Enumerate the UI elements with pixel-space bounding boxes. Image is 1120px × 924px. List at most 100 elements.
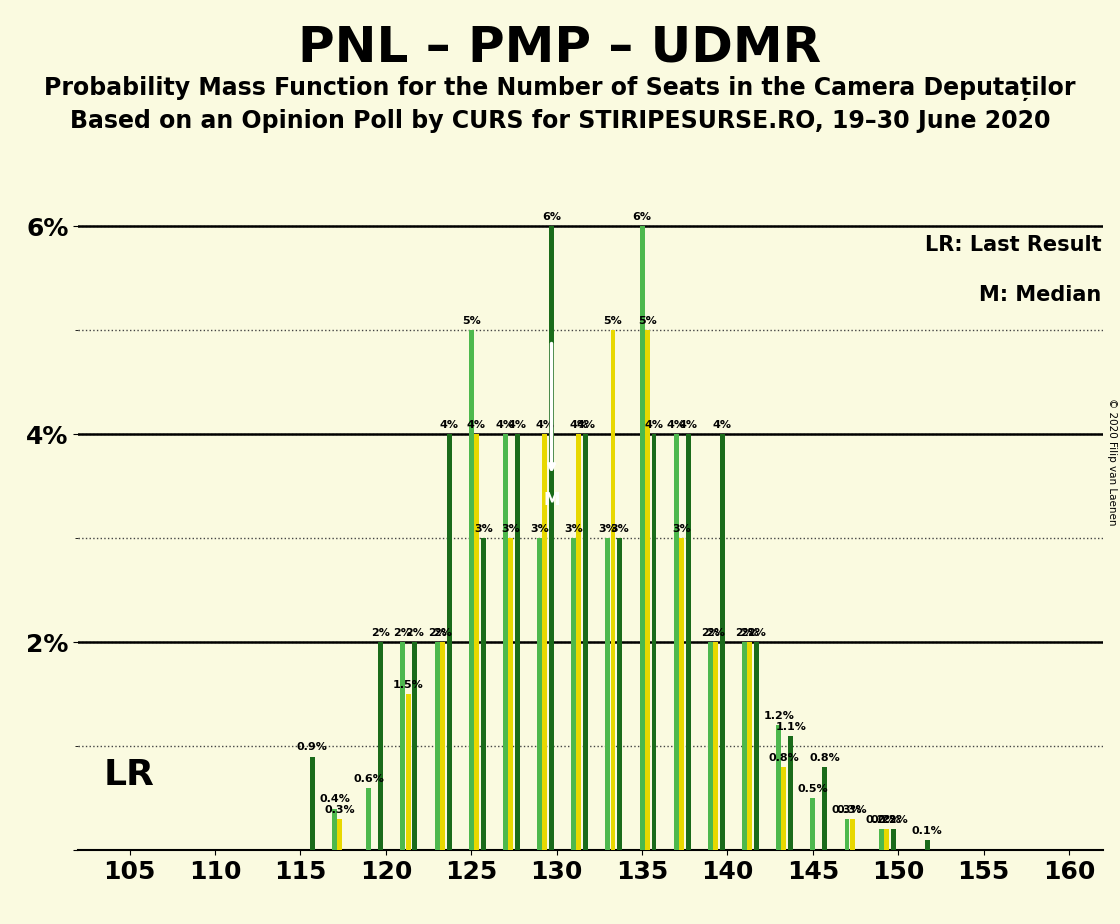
Bar — [333, 808, 337, 850]
Text: M: M — [543, 492, 560, 509]
Bar — [747, 642, 753, 850]
Bar — [310, 757, 315, 850]
Text: 2%: 2% — [393, 628, 412, 638]
Bar — [549, 226, 554, 850]
Text: 5%: 5% — [637, 316, 656, 326]
Bar — [743, 642, 747, 850]
Text: 2%: 2% — [371, 628, 390, 638]
Bar — [782, 767, 786, 850]
Text: 2%: 2% — [735, 628, 754, 638]
Text: 4%: 4% — [712, 420, 731, 431]
Bar — [754, 642, 759, 850]
Text: 4%: 4% — [576, 420, 595, 431]
Bar — [640, 226, 644, 850]
Text: 1.5%: 1.5% — [393, 680, 423, 690]
Text: 3%: 3% — [610, 524, 629, 534]
Text: 0.3%: 0.3% — [325, 805, 355, 815]
Bar — [679, 538, 684, 850]
Bar — [879, 830, 884, 850]
Text: 4%: 4% — [496, 420, 515, 431]
Text: 4%: 4% — [679, 420, 698, 431]
Text: 0.8%: 0.8% — [768, 753, 800, 763]
Text: 5%: 5% — [461, 316, 480, 326]
Text: 2%: 2% — [432, 628, 451, 638]
Bar — [508, 538, 513, 850]
Bar — [584, 434, 588, 850]
Bar — [822, 767, 828, 850]
Text: 0.6%: 0.6% — [353, 773, 384, 784]
Bar — [788, 736, 793, 850]
Text: 2%: 2% — [740, 628, 759, 638]
Text: 2%: 2% — [701, 628, 720, 638]
Text: 2%: 2% — [747, 628, 766, 638]
Bar — [366, 787, 371, 850]
Bar — [708, 642, 712, 850]
Bar — [571, 538, 576, 850]
Text: 0.2%: 0.2% — [878, 815, 908, 825]
Bar — [606, 538, 610, 850]
Bar — [674, 434, 679, 850]
Bar — [720, 434, 725, 850]
Text: 3%: 3% — [474, 524, 493, 534]
Text: 3%: 3% — [672, 524, 691, 534]
Text: Probability Mass Function for the Number of Seats in the Camera Deputaților: Probability Mass Function for the Number… — [45, 76, 1075, 101]
Text: 0.1%: 0.1% — [912, 825, 943, 835]
Bar — [538, 538, 542, 850]
Text: 4%: 4% — [569, 420, 588, 431]
Bar — [850, 819, 855, 850]
Text: 0.3%: 0.3% — [832, 805, 862, 815]
Text: 0.2%: 0.2% — [871, 815, 902, 825]
Text: 3%: 3% — [530, 524, 549, 534]
Text: 4%: 4% — [439, 420, 458, 431]
Bar — [542, 434, 548, 850]
Text: 4%: 4% — [467, 420, 486, 431]
Text: © 2020 Filip van Laenen: © 2020 Filip van Laenen — [1108, 398, 1117, 526]
Bar — [884, 830, 889, 850]
Bar — [515, 434, 520, 850]
Text: 6%: 6% — [542, 213, 561, 222]
Text: 0.9%: 0.9% — [297, 742, 328, 752]
Text: 0.3%: 0.3% — [837, 805, 867, 815]
Bar — [844, 819, 849, 850]
Text: LR: Last Result: LR: Last Result — [924, 235, 1101, 255]
Text: 1.1%: 1.1% — [775, 722, 806, 732]
Text: 3%: 3% — [564, 524, 584, 534]
Bar — [776, 725, 781, 850]
Text: 6%: 6% — [633, 213, 652, 222]
Text: 0.5%: 0.5% — [797, 784, 828, 794]
Text: 0.8%: 0.8% — [810, 753, 840, 763]
Bar — [337, 819, 343, 850]
Bar — [713, 642, 718, 850]
Text: Based on an Opinion Poll by CURS for STIRIPESURSE.RO, 19–30 June 2020: Based on an Opinion Poll by CURS for STI… — [69, 109, 1051, 133]
Bar — [645, 331, 650, 850]
Bar — [435, 642, 439, 850]
Text: 2%: 2% — [405, 628, 424, 638]
Bar — [379, 642, 383, 850]
Text: LR: LR — [104, 759, 155, 792]
Text: 3%: 3% — [501, 524, 520, 534]
Bar — [925, 840, 930, 850]
Bar — [405, 694, 411, 850]
Text: 0.4%: 0.4% — [319, 795, 351, 804]
Text: 2%: 2% — [428, 628, 447, 638]
Bar — [480, 538, 486, 850]
Bar — [685, 434, 691, 850]
Text: 3%: 3% — [598, 524, 617, 534]
Text: 4%: 4% — [535, 420, 554, 431]
Bar — [401, 642, 405, 850]
Bar — [440, 642, 445, 850]
Text: 4%: 4% — [666, 420, 685, 431]
Bar — [617, 538, 623, 850]
Bar — [474, 434, 479, 850]
Text: 2%: 2% — [706, 628, 725, 638]
Text: PNL – PMP – UDMR: PNL – PMP – UDMR — [298, 23, 822, 71]
Bar — [652, 434, 656, 850]
Text: 0.2%: 0.2% — [866, 815, 896, 825]
Bar — [412, 642, 418, 850]
Bar — [503, 434, 507, 850]
Text: M: Median: M: Median — [979, 285, 1101, 305]
Bar — [469, 331, 474, 850]
Bar — [447, 434, 451, 850]
Text: 5%: 5% — [604, 316, 623, 326]
Bar — [890, 830, 896, 850]
